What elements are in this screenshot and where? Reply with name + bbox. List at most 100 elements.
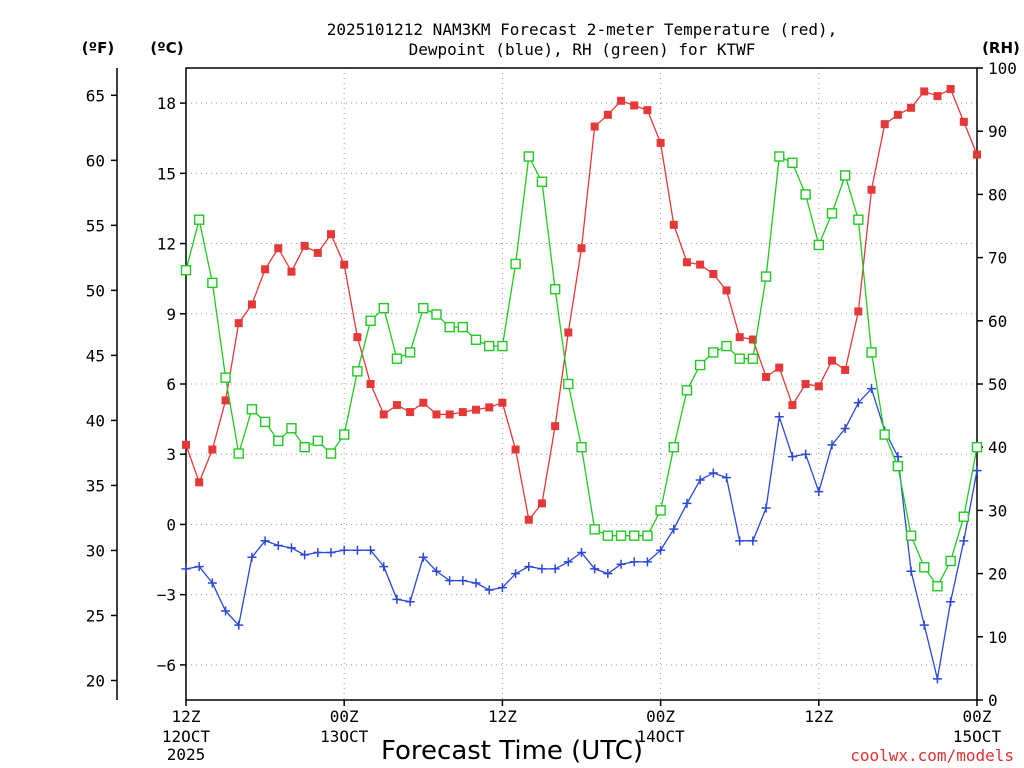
temperature-point (867, 185, 876, 194)
dewpoint-point (906, 566, 916, 576)
time-tick-label: 12Z (488, 707, 517, 726)
dewpoint-point (577, 548, 586, 558)
time-tick-label: 00Z (646, 707, 675, 726)
dewpoint-point (260, 536, 270, 546)
temperature-point (537, 499, 546, 508)
temperature-point (340, 260, 349, 269)
celsius-tick-label: 0 (166, 515, 176, 534)
temperature-point (669, 220, 678, 229)
fahrenheit-tick-label: 65 (86, 86, 105, 105)
rh-point (563, 378, 574, 390)
temperature-point (801, 380, 810, 388)
rh-point (905, 530, 917, 541)
dewpoint-point (471, 578, 481, 588)
rh-point (312, 435, 324, 447)
rh-point (536, 176, 548, 187)
rh-point (589, 524, 600, 535)
rh-point (510, 258, 521, 270)
chart-title-line2: Dewpoint (blue), RH (green) for KTWF (409, 40, 756, 59)
rh-point (233, 448, 244, 459)
celsius-tick-label: 6 (166, 375, 176, 394)
rh-point (207, 277, 218, 289)
temperature-point (234, 319, 243, 328)
rh-point (457, 321, 469, 333)
rh-point (431, 309, 442, 320)
rh-point (246, 404, 258, 415)
rh-point (484, 340, 495, 352)
rh-point (721, 340, 732, 352)
celsius-tick-label: −6 (157, 656, 176, 675)
celsius-tick-label: 3 (166, 445, 176, 464)
rh-point (629, 530, 640, 541)
rh-tick-label: 20 (988, 565, 1007, 584)
rh-point (391, 353, 403, 364)
temperature-point (907, 103, 916, 112)
rh-point (932, 581, 943, 592)
dewpoint-point (761, 503, 771, 513)
temperature-point (682, 258, 691, 267)
dewpoint-point (669, 524, 679, 534)
chart-title-line1: 2025101212 NAM3KM Forecast 2-meter Tempe… (327, 20, 838, 39)
temperature-point (247, 300, 256, 309)
temperature-point (182, 440, 190, 449)
dewpoint-point (431, 566, 441, 576)
celsius-tick-label: −3 (157, 586, 176, 605)
rh-point (787, 157, 798, 169)
temperature-point (973, 150, 981, 159)
temperature-point (748, 335, 757, 344)
rh-point (220, 372, 231, 383)
rh-point (273, 435, 284, 447)
temperature-point (696, 260, 705, 269)
x-axis-label: Forecast Time (UTC) (381, 736, 643, 766)
rh-point (839, 170, 851, 181)
temperature-point (788, 401, 797, 410)
rh-tick-label: 30 (988, 501, 1007, 520)
celsius-unit-label: (ºC) (150, 39, 183, 57)
temperature-point (709, 269, 718, 278)
rh-tick-label: 70 (988, 249, 1007, 268)
rh-series (180, 151, 983, 592)
temperature-point (472, 405, 481, 414)
rh-point (444, 321, 455, 333)
dewpoint-point (827, 440, 837, 450)
dewpoint-point (748, 536, 758, 546)
dewpoint-point (722, 473, 732, 483)
dewpoint-point (774, 412, 784, 422)
fahrenheit-unit-label: (ºF) (82, 39, 114, 57)
dewpoint-point (629, 557, 639, 567)
temperature-point (445, 410, 454, 419)
temperature-point (392, 401, 401, 410)
rh-point (919, 562, 930, 573)
fahrenheit-tick-label: 55 (86, 216, 105, 235)
temperature-point (643, 106, 652, 115)
rh-tick-label: 100 (988, 59, 1017, 78)
temperature-point (511, 445, 520, 454)
dewpoint-point (932, 674, 942, 684)
dewpoint-point (642, 557, 652, 567)
dewpoint-point (313, 548, 323, 558)
rh-point (642, 530, 653, 541)
celsius-tick-label: 18 (157, 94, 176, 113)
temperature-point (327, 230, 336, 239)
dewpoint-point (484, 585, 494, 595)
date-tick-label: 15OCT (953, 727, 1002, 746)
temperature-point (841, 365, 850, 374)
dewpoint-point (458, 576, 468, 586)
dewpoint-point (366, 545, 376, 555)
dewpoint-point (735, 536, 745, 546)
dewpoint-point (207, 578, 217, 588)
dewpoint-point (853, 398, 863, 408)
rh-point (655, 505, 666, 516)
dewpoint-point (286, 543, 296, 553)
fahrenheit-tick-label: 60 (86, 151, 105, 170)
rh-point (813, 239, 824, 251)
rh-point (470, 334, 482, 345)
rh-point (418, 302, 429, 314)
dewpoint-point (616, 559, 626, 569)
temperature-point (524, 515, 533, 524)
fahrenheit-tick-label: 30 (86, 541, 105, 560)
dewpoint-point (300, 550, 310, 560)
dewpoint-point (379, 562, 389, 572)
temperature-point (617, 96, 626, 105)
temperature-point (590, 122, 599, 131)
